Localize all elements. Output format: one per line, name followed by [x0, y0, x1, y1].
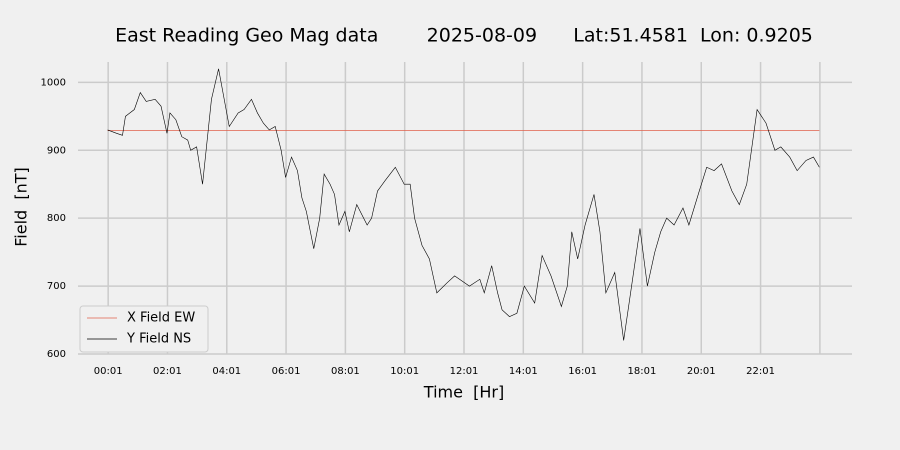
x-tick-label: 06:01 [272, 366, 301, 377]
y-axis-label: Field [nT] [12, 167, 31, 247]
chart-title: East Reading Geo Mag data 2025-08-09 Lat… [115, 25, 813, 47]
y-tick-label: 700 [47, 281, 66, 292]
data-line [107, 68, 820, 341]
x-tick-label: 14:01 [509, 366, 538, 377]
x-tick-label: 16:01 [568, 366, 597, 377]
y-tick-label: 1000 [41, 77, 66, 88]
x-tick-label: 12:01 [450, 366, 479, 377]
legend-label: X Field EW [127, 311, 195, 326]
legend-label: Y Field NS [126, 332, 191, 347]
x-tick-label: 04:01 [212, 366, 241, 377]
x-tick-label: 08:01 [331, 366, 360, 377]
x-tick-label: 18:01 [628, 366, 657, 377]
y-tick-label: 600 [47, 349, 66, 360]
x-tick-label: 00:01 [94, 366, 123, 377]
x-tick-label: 02:01 [153, 366, 182, 377]
y-tick-label: 900 [47, 145, 66, 156]
x-axis-label: Time [Hr] [423, 383, 504, 402]
y-tick-label: 800 [47, 213, 66, 224]
x-tick-label: 20:01 [687, 366, 716, 377]
x-tick-label: 22:01 [746, 366, 775, 377]
legend-box [79, 305, 209, 353]
x-tick-label: 10:01 [390, 366, 419, 377]
